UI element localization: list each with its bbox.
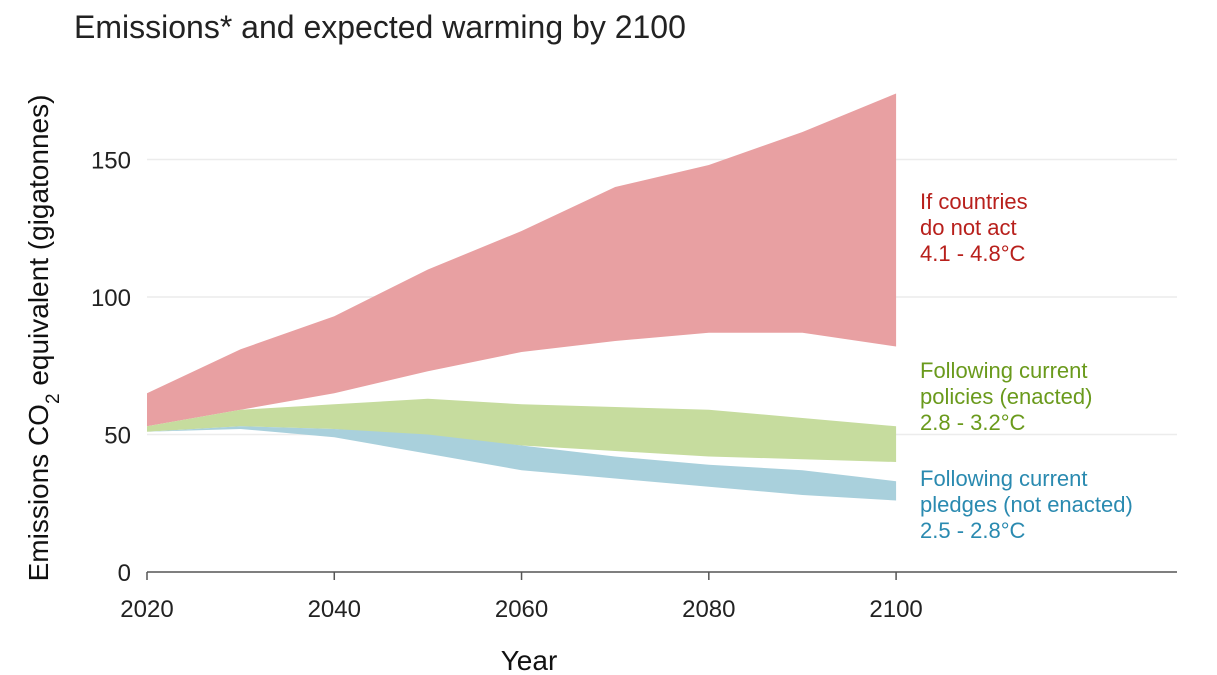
y-axis-label-suffix: equivalent (gigatonnes)	[23, 95, 54, 394]
band-label-1-line-1: If countries	[920, 189, 1028, 214]
x-axis-label: Year	[501, 645, 558, 675]
x-tick-label-2020: 2020	[120, 596, 173, 623]
y-tick-label-150: 150	[91, 148, 131, 175]
band-labels: If countries do not act 4.1 - 4.8°C Followi…	[920, 189, 1133, 543]
band-label-2-line-3: 2.8 - 3.2°C	[920, 410, 1026, 435]
axes: 0 50 100 150 2020 2040 2060 2080 2100	[91, 148, 1177, 623]
band-label-3-line-2: pledges (not enacted)	[920, 492, 1133, 517]
y-tick-label-0: 0	[118, 560, 131, 587]
y-axis-label: Emissions CO2 equivalent (gigatonnes)	[23, 95, 64, 582]
x-tick-label-2040: 2040	[308, 596, 361, 623]
chart-title: Emissions* and expected warming by 2100	[74, 9, 686, 45]
y-tick-label-50: 50	[104, 423, 131, 450]
band-label-1-line-3: 4.1 - 4.8°C	[920, 241, 1026, 266]
band-label-2: Following current policies (enacted) 2.8 -…	[920, 358, 1092, 435]
y-axis-label-subscript: 2	[43, 393, 64, 404]
band-3	[147, 426, 897, 501]
band-label-2-line-1: Following current	[920, 358, 1088, 383]
x-tick-label-2100: 2100	[869, 596, 922, 623]
y-tick-label-100: 100	[91, 285, 131, 312]
emission-bands	[147, 93, 897, 501]
band-label-2-line-2: policies (enacted)	[920, 384, 1092, 409]
band-label-1-line-2: do not act	[920, 215, 1017, 240]
band-label-3: Following current pledges (not enacted) 2.…	[920, 466, 1133, 543]
band-label-1: If countries do not act 4.1 - 4.8°C	[920, 189, 1028, 266]
band-1	[147, 93, 897, 427]
x-tick-label-2080: 2080	[682, 596, 735, 623]
band-2	[147, 398, 897, 462]
band-label-3-line-1: Following current	[920, 466, 1088, 491]
y-axis-label-prefix: Emissions CO	[23, 404, 54, 581]
x-tick-label-2060: 2060	[495, 596, 548, 623]
band-label-3-line-3: 2.5 - 2.8°C	[920, 518, 1026, 543]
